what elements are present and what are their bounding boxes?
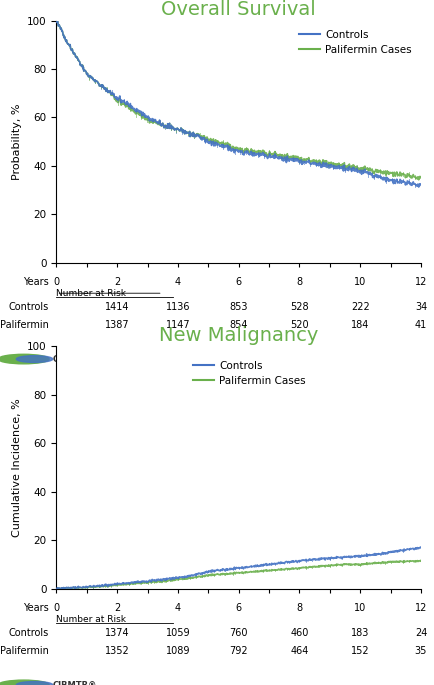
Circle shape bbox=[0, 680, 49, 685]
Text: 222: 222 bbox=[351, 302, 370, 312]
Text: 35: 35 bbox=[415, 646, 427, 656]
Text: 853: 853 bbox=[230, 302, 248, 312]
Legend: Controls, Palifermin Cases: Controls, Palifermin Cases bbox=[295, 26, 416, 60]
Text: 41: 41 bbox=[415, 320, 427, 330]
Text: 184: 184 bbox=[351, 320, 369, 330]
Text: 12: 12 bbox=[415, 603, 427, 612]
Text: 1387: 1387 bbox=[105, 320, 129, 330]
Text: 4: 4 bbox=[175, 277, 181, 287]
Text: Palifermin: Palifermin bbox=[0, 646, 49, 656]
Text: Controls: Controls bbox=[9, 302, 49, 312]
Text: 0: 0 bbox=[53, 603, 59, 612]
Text: 2: 2 bbox=[114, 277, 120, 287]
Text: 1059: 1059 bbox=[166, 627, 190, 638]
Text: 24: 24 bbox=[415, 627, 427, 638]
Text: 10: 10 bbox=[354, 277, 366, 287]
Y-axis label: Probability, %: Probability, % bbox=[12, 103, 22, 180]
Text: 792: 792 bbox=[230, 646, 248, 656]
Text: 4: 4 bbox=[175, 603, 181, 612]
Text: 464: 464 bbox=[290, 646, 309, 656]
Text: 183: 183 bbox=[351, 627, 369, 638]
Text: 12: 12 bbox=[415, 277, 427, 287]
Text: 528: 528 bbox=[290, 302, 309, 312]
Text: 34: 34 bbox=[415, 302, 427, 312]
Title: Overall Survival: Overall Survival bbox=[161, 0, 316, 19]
Text: 2: 2 bbox=[114, 603, 120, 612]
Text: 8: 8 bbox=[296, 603, 302, 612]
Text: 1374: 1374 bbox=[105, 627, 129, 638]
Text: 520: 520 bbox=[290, 320, 309, 330]
Text: Number at Risk: Number at Risk bbox=[56, 288, 126, 298]
Text: CIBMTR®: CIBMTR® bbox=[53, 355, 97, 364]
Y-axis label: Cumulative Incidence, %: Cumulative Incidence, % bbox=[12, 398, 22, 537]
Title: New Malignancy: New Malignancy bbox=[159, 326, 319, 345]
Text: 6: 6 bbox=[236, 277, 242, 287]
Text: 1352: 1352 bbox=[105, 646, 130, 656]
Text: 0: 0 bbox=[53, 277, 59, 287]
Circle shape bbox=[16, 682, 53, 685]
Circle shape bbox=[0, 354, 49, 364]
Text: CIBMTR®: CIBMTR® bbox=[53, 680, 97, 685]
Text: 152: 152 bbox=[351, 646, 369, 656]
Text: 760: 760 bbox=[230, 627, 248, 638]
Text: 1414: 1414 bbox=[105, 302, 129, 312]
Text: Years: Years bbox=[23, 277, 49, 287]
Text: 1089: 1089 bbox=[166, 646, 190, 656]
Text: 10: 10 bbox=[354, 603, 366, 612]
Text: Number at Risk: Number at Risk bbox=[56, 614, 126, 623]
Text: Palifermin: Palifermin bbox=[0, 320, 49, 330]
Text: 460: 460 bbox=[290, 627, 309, 638]
Text: 6: 6 bbox=[236, 603, 242, 612]
Legend: Controls, Palifermin Cases: Controls, Palifermin Cases bbox=[189, 356, 310, 390]
Text: 854: 854 bbox=[230, 320, 248, 330]
Text: 8: 8 bbox=[296, 277, 302, 287]
Circle shape bbox=[16, 356, 53, 362]
Text: 1136: 1136 bbox=[166, 302, 190, 312]
Text: Controls: Controls bbox=[9, 627, 49, 638]
Text: Years: Years bbox=[23, 603, 49, 612]
Text: 1147: 1147 bbox=[166, 320, 190, 330]
